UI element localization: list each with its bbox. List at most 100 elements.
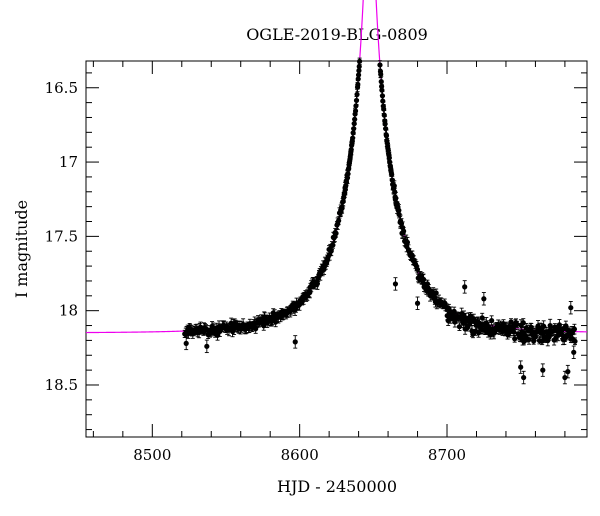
data-point [391, 183, 397, 189]
data-point [183, 340, 189, 346]
data-point [353, 97, 360, 104]
data-point [514, 321, 520, 328]
data-point-group [377, 60, 383, 70]
data-point [336, 218, 342, 224]
outlier-point-group [204, 339, 210, 354]
chart-title: OGLE-2019-BLG-0809 [246, 25, 428, 44]
data-point [456, 324, 463, 330]
data-point [343, 183, 349, 189]
data-point-group [381, 110, 387, 121]
data-point [379, 87, 385, 93]
x-tick-label: 8700 [428, 446, 466, 464]
x-axis-label: HJD - 2450000 [277, 477, 397, 496]
outlier-point-group [481, 292, 487, 306]
data-point [387, 159, 393, 165]
data-point [556, 322, 563, 328]
data-point [401, 228, 407, 234]
outlier-point-group [518, 360, 524, 374]
data-point-group [572, 337, 578, 346]
data-point [568, 305, 574, 311]
axis-ticks [86, 61, 587, 437]
y-tick-label: 17.5 [45, 227, 78, 245]
outlier-point-group [183, 336, 189, 351]
data-point [521, 374, 527, 381]
data-point [572, 338, 578, 344]
data-point [389, 171, 395, 178]
data-point [512, 336, 518, 342]
data-point [526, 336, 532, 343]
outlier-point-group [392, 277, 399, 291]
axis-tick-labels: 8500 8600 8700 16.5 17 17.5 18 18.5 [45, 79, 467, 464]
data-point [377, 62, 383, 68]
data-point [414, 266, 421, 273]
data-point-group [433, 288, 439, 298]
data-point [353, 103, 359, 109]
data-point [414, 300, 421, 306]
model-layer [85, 0, 587, 334]
data-point [379, 93, 386, 99]
data-point [348, 147, 354, 153]
model-curve [85, 0, 587, 334]
data-point [380, 98, 386, 104]
data-point [539, 338, 545, 344]
data-point-group [512, 334, 518, 343]
data-point [350, 135, 356, 141]
data-point [565, 369, 571, 375]
data-point [433, 290, 439, 296]
data-point [356, 63, 362, 70]
data-point-group [378, 70, 384, 79]
data-point [555, 332, 561, 338]
outlier-point-group [568, 301, 574, 315]
data-point [540, 367, 546, 373]
outlier-point-group [292, 335, 298, 349]
data-point-group [514, 320, 520, 329]
outlier-point-group [565, 364, 571, 379]
data-point [489, 317, 495, 324]
y-tick-label: 18.5 [45, 376, 78, 394]
data-point [571, 326, 578, 332]
data-point-group [353, 96, 360, 105]
y-tick-label: 16.5 [45, 79, 78, 97]
outlier-point-group [547, 318, 553, 333]
y-axis-label: I magnitude [12, 200, 31, 298]
data-point [562, 374, 568, 381]
data-point [333, 230, 339, 236]
data-point [354, 91, 360, 98]
data-points [182, 57, 578, 385]
data-point [396, 207, 402, 213]
data-point-group [414, 265, 421, 274]
data-point [378, 71, 384, 77]
outlier-point-group [540, 363, 546, 377]
outlier-point-group [521, 370, 527, 385]
outlier-point-group [414, 296, 421, 310]
data-point [204, 343, 210, 349]
plot-frame [85, 60, 588, 438]
data-point [404, 239, 411, 245]
data-point [355, 76, 361, 82]
y-tick-label: 18 [59, 302, 78, 320]
data-point [424, 281, 431, 287]
y-tick-label: 17 [59, 153, 78, 171]
outlier-point-group [462, 280, 468, 294]
data-point [314, 281, 320, 287]
x-tick-label: 8600 [281, 446, 319, 464]
data-point [330, 242, 336, 248]
data-point [339, 205, 345, 211]
outlier-point-group [571, 345, 577, 359]
data-point [351, 126, 357, 132]
data-point [481, 296, 487, 302]
data-point-group [571, 323, 578, 335]
data-point [357, 58, 363, 64]
data-point [518, 364, 524, 370]
data-point [520, 320, 526, 326]
data-point-group [354, 88, 360, 101]
data-point [547, 322, 553, 329]
data-point [292, 339, 298, 345]
data-point [451, 308, 457, 314]
data-point [571, 349, 577, 355]
data-point [462, 284, 468, 290]
data-point [261, 323, 267, 329]
x-tick-label: 8500 [133, 446, 171, 464]
